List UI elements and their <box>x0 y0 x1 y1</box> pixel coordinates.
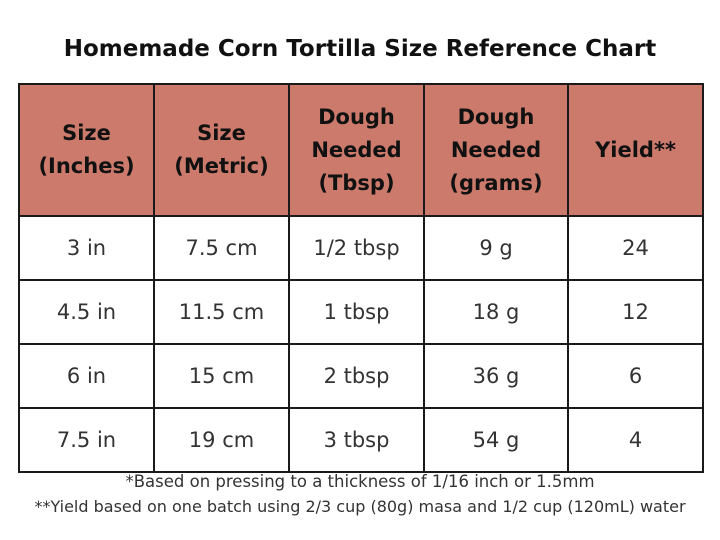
header-dough-grams: Dough Needed (grams) <box>423 83 569 217</box>
size-reference-table: Size (Inches) Size (Metric) Dough Needed… <box>18 83 704 473</box>
cell-size-metric: 15 cm <box>153 343 290 409</box>
cell-size-metric: 11.5 cm <box>153 279 290 345</box>
chart-title: Homemade Corn Tortilla Size Reference Ch… <box>63 36 657 62</box>
cell-yield: 4 <box>567 407 704 473</box>
cell-dough-tbsp: 1/2 tbsp <box>288 215 425 281</box>
header-size-metric: Size (Metric) <box>153 83 290 217</box>
table-row: 4.5 in 11.5 cm 1 tbsp 18 g 12 <box>18 279 704 345</box>
footnote-thickness: *Based on pressing to a thickness of 1/1… <box>125 472 595 491</box>
table-row: 7.5 in 19 cm 3 tbsp 54 g 4 <box>18 407 704 473</box>
header-yield: Yield** <box>567 83 704 217</box>
cell-size-inches: 7.5 in <box>18 407 155 473</box>
header-size-inches: Size (Inches) <box>18 83 155 217</box>
footnote-yield: **Yield based on one batch using 2/3 cup… <box>34 497 686 516</box>
cell-dough-grams: 9 g <box>423 215 569 281</box>
cell-dough-tbsp: 1 tbsp <box>288 279 425 345</box>
table-header-row: Size (Inches) Size (Metric) Dough Needed… <box>18 83 704 217</box>
cell-dough-grams: 36 g <box>423 343 569 409</box>
cell-size-metric: 19 cm <box>153 407 290 473</box>
cell-dough-tbsp: 3 tbsp <box>288 407 425 473</box>
header-dough-tbsp: Dough Needed (Tbsp) <box>288 83 425 217</box>
cell-size-inches: 6 in <box>18 343 155 409</box>
cell-size-inches: 4.5 in <box>18 279 155 345</box>
cell-dough-tbsp: 2 tbsp <box>288 343 425 409</box>
cell-yield: 24 <box>567 215 704 281</box>
cell-yield: 12 <box>567 279 704 345</box>
table-row: 3 in 7.5 cm 1/2 tbsp 9 g 24 <box>18 215 704 281</box>
cell-dough-grams: 54 g <box>423 407 569 473</box>
cell-dough-grams: 18 g <box>423 279 569 345</box>
cell-size-metric: 7.5 cm <box>153 215 290 281</box>
cell-yield: 6 <box>567 343 704 409</box>
cell-size-inches: 3 in <box>18 215 155 281</box>
table-row: 6 in 15 cm 2 tbsp 36 g 6 <box>18 343 704 409</box>
